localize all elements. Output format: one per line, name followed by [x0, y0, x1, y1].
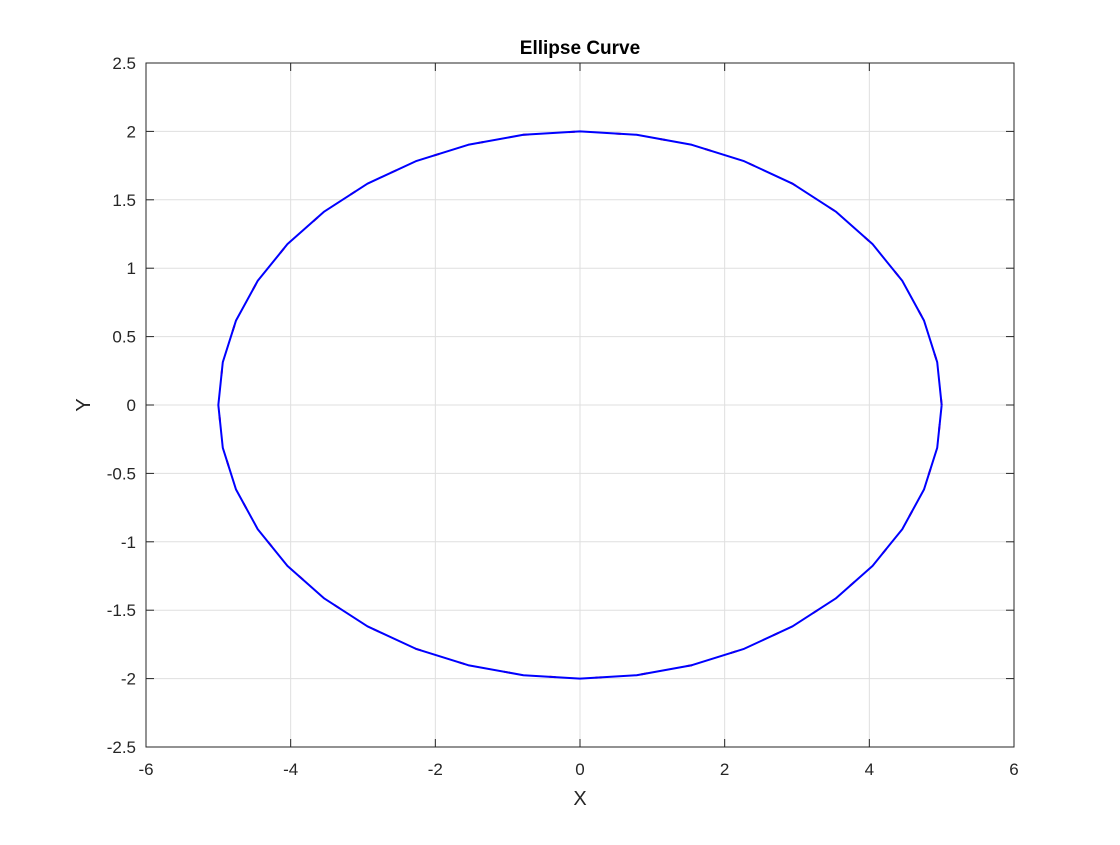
- y-tick-label: 1.5: [112, 191, 136, 210]
- x-tick-label: -4: [283, 760, 298, 779]
- x-tick-label: 0: [575, 760, 584, 779]
- tick-marks: [145, 62, 1015, 748]
- y-tick-label: 2: [127, 122, 136, 141]
- x-axis-label: X: [573, 788, 586, 810]
- x-tick-label: -2: [428, 760, 443, 779]
- y-tick-label: -1.5: [107, 601, 136, 620]
- x-tick-labels: -6 -4 -2 0 2 4 6: [138, 760, 1018, 779]
- grid-lines: [146, 63, 1014, 747]
- y-tick-labels: -2.5 -2 -1.5 -1 -0.5 0 0.5 1 1.5 2 2.5: [107, 54, 136, 757]
- x-tick-label: 6: [1009, 760, 1018, 779]
- y-axis-label: Y: [73, 398, 95, 411]
- y-tick-label: 1: [127, 259, 136, 278]
- x-tick-label: -6: [138, 760, 153, 779]
- y-tick-label: 0.5: [112, 328, 136, 347]
- y-tick-label: -1: [121, 533, 136, 552]
- x-tick-label: 2: [720, 760, 729, 779]
- y-tick-label: 0: [127, 396, 136, 415]
- y-tick-label: -2.5: [107, 738, 136, 757]
- y-tick-label: -2: [121, 670, 136, 689]
- chart-title: Ellipse Curve: [520, 38, 640, 59]
- series-line-2: [217, 130, 943, 680]
- y-tick-label: 2.5: [112, 54, 136, 73]
- plot-series: [217, 130, 943, 680]
- y-tick-label: -0.5: [107, 464, 136, 483]
- x-tick-label: 4: [865, 760, 874, 779]
